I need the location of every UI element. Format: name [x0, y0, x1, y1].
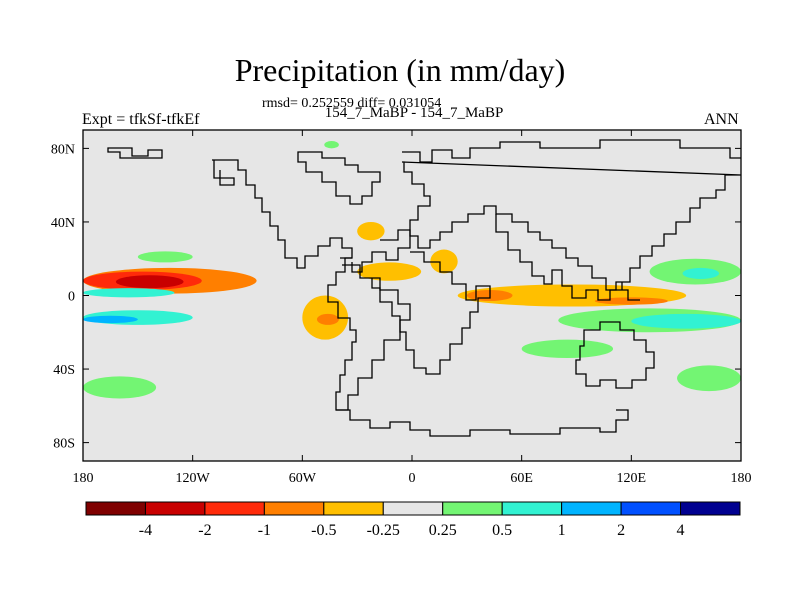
colorbar-label: 0.25	[429, 522, 457, 539]
anomaly-pacific-equator-north	[83, 288, 175, 298]
anomaly-west-pacific-north-core	[682, 267, 720, 279]
colorbar-label: -0.25	[367, 522, 400, 539]
colorbar-label: -0.5	[311, 522, 336, 539]
coastline-americas	[212, 159, 411, 411]
colorbar-swatch	[323, 501, 384, 516]
y-tick-label: 40N	[51, 216, 75, 231]
colorbar-label: 0.5	[492, 522, 512, 539]
colorbar-swatch	[561, 501, 622, 516]
anomaly-west-africa	[357, 262, 422, 281]
anomaly-pacific-south-core	[83, 315, 138, 324]
x-tick-label: 60E	[510, 471, 533, 486]
coastline-australia	[575, 321, 655, 389]
y-tick-label: 40S	[53, 363, 75, 378]
anomaly-north-pacific-east	[137, 251, 193, 263]
colorbar-swatch	[442, 501, 503, 516]
y-tick-label: 80N	[51, 142, 75, 157]
coastline-greenland	[297, 151, 381, 205]
colorbar-label: 1	[558, 522, 566, 539]
anomaly-north-atlantic	[357, 221, 385, 241]
coastline-asia-south	[495, 214, 640, 301]
x-tick-label: 180	[73, 471, 94, 486]
y-tick-label: 0	[68, 290, 75, 305]
anomaly-arctic-east	[324, 141, 339, 149]
x-tick-label: 0	[409, 471, 416, 486]
colorbar-swatch	[144, 501, 206, 516]
colorbar: -4 -2 -1 -0.5 -0.25 0.25 0.5 1 2 4	[85, 501, 741, 539]
anomaly-maritime-continent-core	[594, 297, 668, 305]
colorbar-swatch	[501, 501, 563, 516]
case-label: 154_7_MaBP - 154_7_MaBP	[324, 105, 504, 121]
colorbar-swatch	[382, 501, 444, 516]
colorbar-label: 2	[617, 522, 625, 539]
anomaly-southern-ocean-east	[677, 365, 741, 392]
x-tick-label: 180	[731, 471, 752, 486]
anomaly-layer	[83, 141, 741, 399]
coastline-antarctica	[336, 409, 629, 437]
anomaly-north-africa-east	[430, 249, 458, 274]
colorbar-label: -1	[258, 522, 271, 539]
colorbar-swatch	[85, 501, 146, 516]
anomaly-south-pacific-west	[631, 313, 741, 329]
y-tick-label: 80S	[53, 437, 75, 452]
experiment-label: Expt = tfkSf-tfkEf	[82, 111, 200, 128]
coastline-arctic	[107, 147, 235, 186]
colorbar-label: 4	[677, 522, 685, 539]
colorbar-swatch	[680, 501, 741, 516]
x-tick-label: 60W	[289, 471, 317, 486]
chart-title: Precipitation (in mm/day)	[234, 52, 566, 88]
x-tick-label: 120W	[176, 471, 211, 486]
colorbar-swatch	[204, 501, 265, 516]
chart-subtitle: rmsd= 0.252559 diff= 0.031054	[262, 96, 442, 111]
colorbar-swatch	[620, 501, 682, 516]
anomaly-south-america-core	[316, 313, 339, 325]
coastline-layer	[107, 139, 741, 437]
coastline-europe-africa	[340, 229, 491, 375]
season-label: ANN	[704, 111, 739, 128]
colorbar-swatch	[263, 501, 325, 516]
anomaly-southern-ocean-indian	[521, 339, 614, 359]
colorbar-label: -4	[139, 522, 152, 539]
anomaly-central-pacific-north-center	[115, 275, 184, 289]
colorbar-label: -2	[198, 522, 211, 539]
coastline-eurasia	[401, 139, 741, 291]
anomaly-southern-ocean-west	[83, 376, 157, 399]
x-tick-label: 120E	[617, 471, 647, 486]
axes: 180 120W 60W 0 60E 120E 180 80N 40N 0 40S 80S	[51, 130, 752, 486]
